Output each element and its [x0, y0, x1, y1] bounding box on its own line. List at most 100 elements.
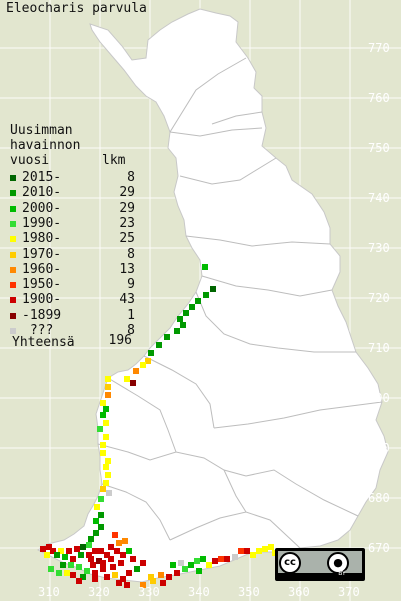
observation-square [126, 570, 132, 576]
y-tick-label: 760 [368, 91, 390, 105]
observation-square [182, 566, 188, 572]
observation-square [133, 368, 139, 374]
legend-label: 1900- [22, 292, 62, 308]
observation-square [108, 544, 114, 550]
legend-row: 2010- 29 [10, 185, 135, 201]
legend-col-count: lkm [102, 153, 126, 168]
observation-square [103, 434, 109, 440]
observation-square [100, 450, 106, 456]
observation-square [218, 556, 224, 562]
observation-square [148, 574, 154, 580]
legend-label: 2010- [22, 185, 62, 201]
observation-square [178, 560, 184, 566]
observation-square [106, 490, 112, 496]
legend-row: -1899 1 [10, 307, 135, 324]
legend-heading-1: Uusimman [10, 123, 73, 138]
observation-square [112, 532, 118, 538]
observation-square [93, 518, 99, 524]
legend-count: 1 [127, 307, 135, 323]
y-tick-label: 730 [368, 241, 390, 255]
legend-heading-2: havainnon [10, 138, 81, 153]
observation-square [124, 376, 130, 382]
observation-square [100, 442, 106, 448]
y-tick-label: 680 [368, 491, 390, 505]
total-label: Yhteensä [12, 335, 75, 350]
observation-square [58, 548, 64, 554]
legend-swatch [10, 328, 16, 334]
observation-square [206, 562, 212, 568]
legend-row: 2000- 29 [10, 200, 135, 217]
legend-count: 23 [119, 215, 135, 231]
observation-square [62, 554, 68, 560]
x-tick-label: 350 [238, 585, 260, 599]
observation-square [140, 560, 146, 566]
observation-square [244, 548, 250, 554]
legend-label: 1970- [22, 246, 62, 262]
observation-square [54, 552, 60, 558]
legend-swatch [10, 282, 16, 289]
observation-square [100, 400, 106, 406]
y-tick-label: 750 [368, 141, 390, 155]
observation-square [120, 576, 126, 582]
observation-square [130, 556, 136, 562]
legend-label: -1899 [22, 307, 62, 323]
observation-square [94, 504, 100, 510]
observation-square [50, 548, 56, 554]
legend-row: 1980- 25 [10, 231, 135, 247]
region-boundaries [97, 57, 383, 549]
observation-square [44, 552, 50, 558]
legend-swatch [10, 220, 16, 227]
legend-total: Yhteensä 196 [12, 333, 132, 350]
observation-square [56, 570, 62, 576]
y-tick-label: 700 [368, 391, 390, 405]
legend-label: 1950- [22, 277, 62, 293]
legend-count: 29 [119, 185, 135, 201]
observation-square [48, 566, 54, 572]
legend-row: 1950- 9 [10, 277, 135, 293]
observation-square [78, 552, 84, 558]
observation-square [189, 304, 195, 310]
legend-count: 43 [119, 292, 135, 308]
observation-square [110, 564, 116, 570]
legend-label: 2000- [22, 200, 62, 216]
observation-square [93, 530, 99, 536]
observation-square [103, 480, 109, 486]
cc-license-badge[interactable]: cc ● BY [275, 548, 365, 581]
legend-swatch [10, 205, 16, 212]
observation-square [130, 380, 136, 386]
observation-square [88, 556, 94, 562]
observation-square [70, 572, 76, 578]
observation-square [66, 548, 72, 554]
legend-swatch [10, 236, 16, 243]
observation-square [92, 576, 98, 582]
observation-square [105, 392, 111, 398]
legend-swatch [10, 312, 16, 319]
observation-square [202, 264, 208, 270]
legend-count: 8 [127, 323, 135, 338]
observation-square [262, 546, 268, 552]
observation-square [98, 496, 104, 502]
legend-swatch [10, 251, 16, 258]
observation-square [105, 384, 111, 390]
observation-square [134, 566, 140, 572]
observation-square [174, 570, 180, 576]
legend-swatch [10, 266, 16, 273]
observation-square [105, 472, 111, 478]
observation-square [140, 582, 146, 588]
observation-square [104, 552, 110, 558]
observation-square [158, 572, 164, 578]
observation-square [250, 552, 256, 558]
observation-square [145, 358, 151, 364]
observation-square [92, 548, 98, 554]
observation-square [104, 574, 110, 580]
legend-count: 8 [127, 246, 135, 262]
x-tick-label: 340 [188, 585, 210, 599]
observation-square [124, 582, 130, 588]
legend-count: 13 [119, 261, 135, 277]
observation-square [268, 544, 274, 550]
legend-row: ??? 8 [10, 323, 135, 339]
observation-square [98, 548, 104, 554]
x-tick-label: 310 [38, 585, 60, 599]
legend-col-year: vuosi [10, 153, 50, 168]
